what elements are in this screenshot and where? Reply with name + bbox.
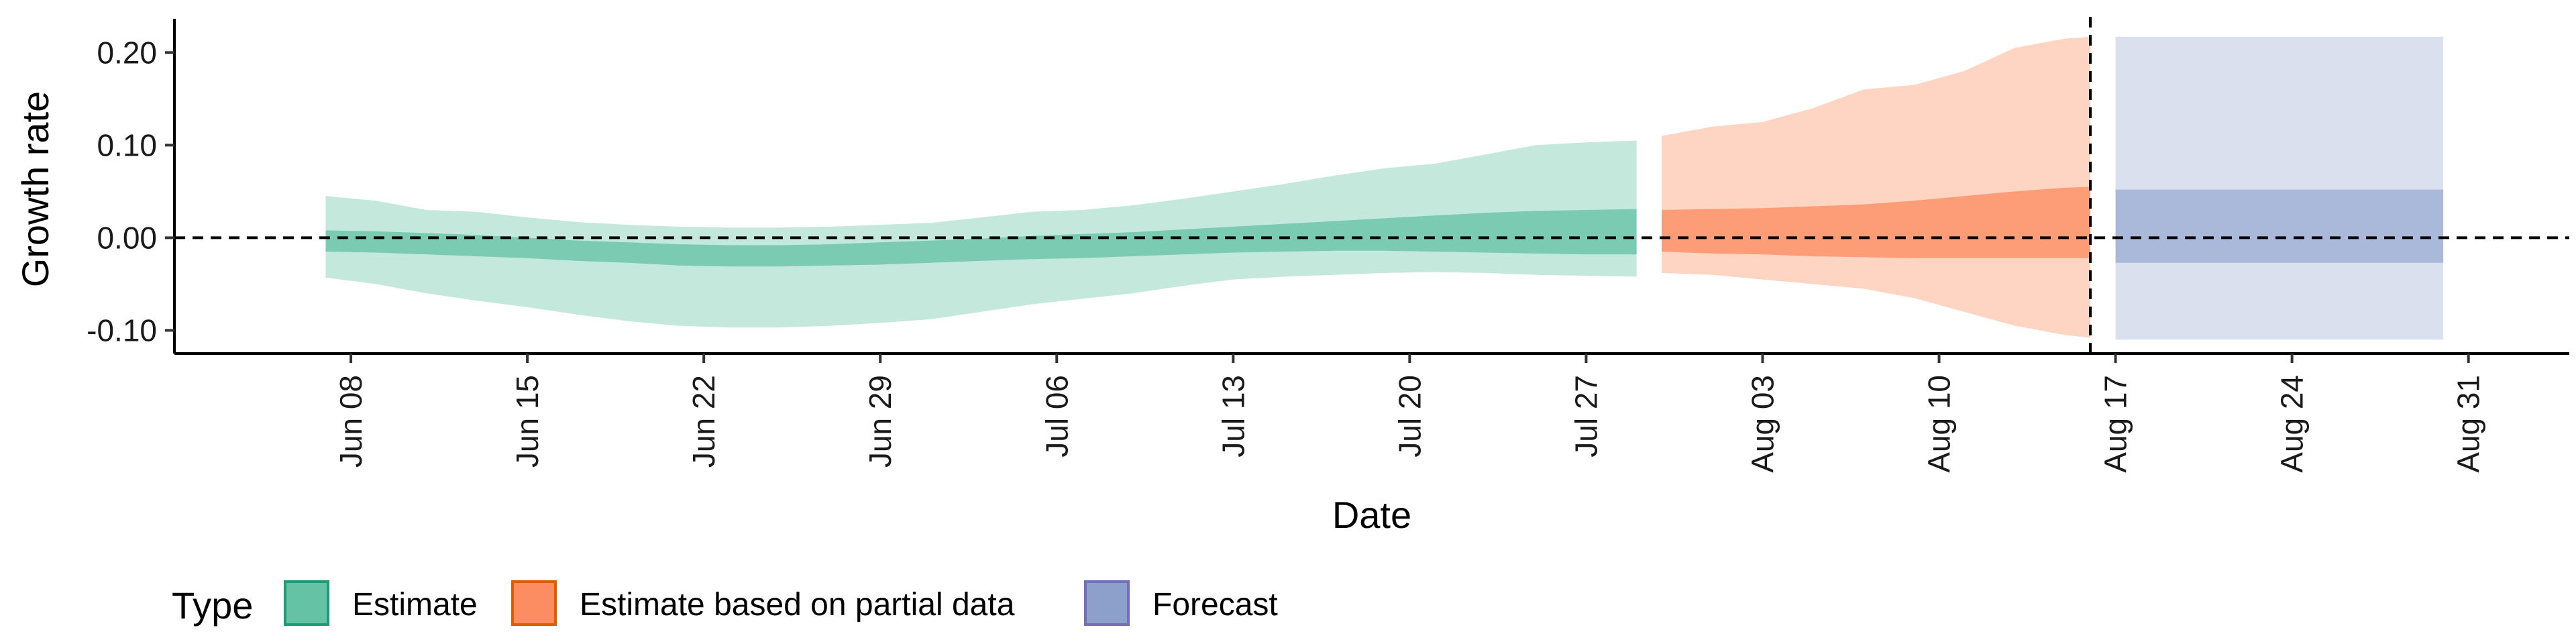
y-tick-label: -0.10	[87, 313, 157, 347]
estimate-band-50	[325, 209, 1637, 267]
x-tick-label: Jul 20	[1392, 375, 1427, 458]
legend-title: Type	[172, 584, 253, 627]
series-bands	[325, 36, 2444, 340]
x-tick-label: Aug 24	[2275, 375, 2310, 473]
legend-label: Estimate	[352, 587, 478, 623]
y-tick-label: 0.20	[97, 35, 157, 70]
legend-swatch	[284, 580, 329, 626]
x-tick-label: Aug 31	[2451, 375, 2486, 473]
legend: Type Estimate Estimate based on partial d…	[172, 580, 1278, 627]
legend-label: Forecast	[1152, 587, 1278, 623]
x-tick-label: Jul 27	[1568, 375, 1603, 458]
axes: 0.20 0.10 0.00 -0.10 Jun 08 Jun 15 Jun 22 Jun 2…	[87, 19, 2569, 473]
legend-item-estimate: Estimate	[284, 580, 478, 626]
estimate-based-on-partial-data-band-90	[1662, 36, 2090, 338]
legend-item-forecast: Forecast	[1084, 580, 1278, 626]
estimate-band-90	[325, 140, 1637, 328]
reference-lines	[174, 17, 2569, 354]
legend-label: Estimate based on partial data	[580, 587, 1015, 623]
y-tick-label: 0.00	[97, 220, 157, 255]
x-tick-label: Jun 29	[863, 375, 898, 468]
legend-item-estimate-based-on-partial-data: Estimate based on partial data	[511, 580, 1015, 626]
forecast-band-50	[2115, 189, 2444, 263]
x-tick-label: Jul 06	[1039, 375, 1074, 458]
x-tick-label: Jun 08	[333, 375, 368, 468]
x-tick-label: Aug 17	[2098, 375, 2133, 473]
legend-swatch	[511, 580, 557, 626]
x-axis-title: Date	[1332, 494, 1411, 536]
y-tick-label: 0.10	[97, 127, 157, 162]
x-tick-label: Aug 10	[1922, 375, 1957, 473]
x-tick-label: Jul 13	[1216, 375, 1250, 458]
legend-swatch	[1084, 580, 1130, 626]
x-tick-label: Aug 03	[1746, 375, 1780, 473]
estimate-based-on-partial-data-band-50	[1662, 186, 2090, 258]
x-tick-label: Jun 22	[686, 375, 721, 468]
x-tick-label: Jun 15	[510, 375, 545, 468]
forecast-band-90	[2115, 36, 2444, 340]
y-axis-title: Growth rate	[14, 91, 56, 288]
